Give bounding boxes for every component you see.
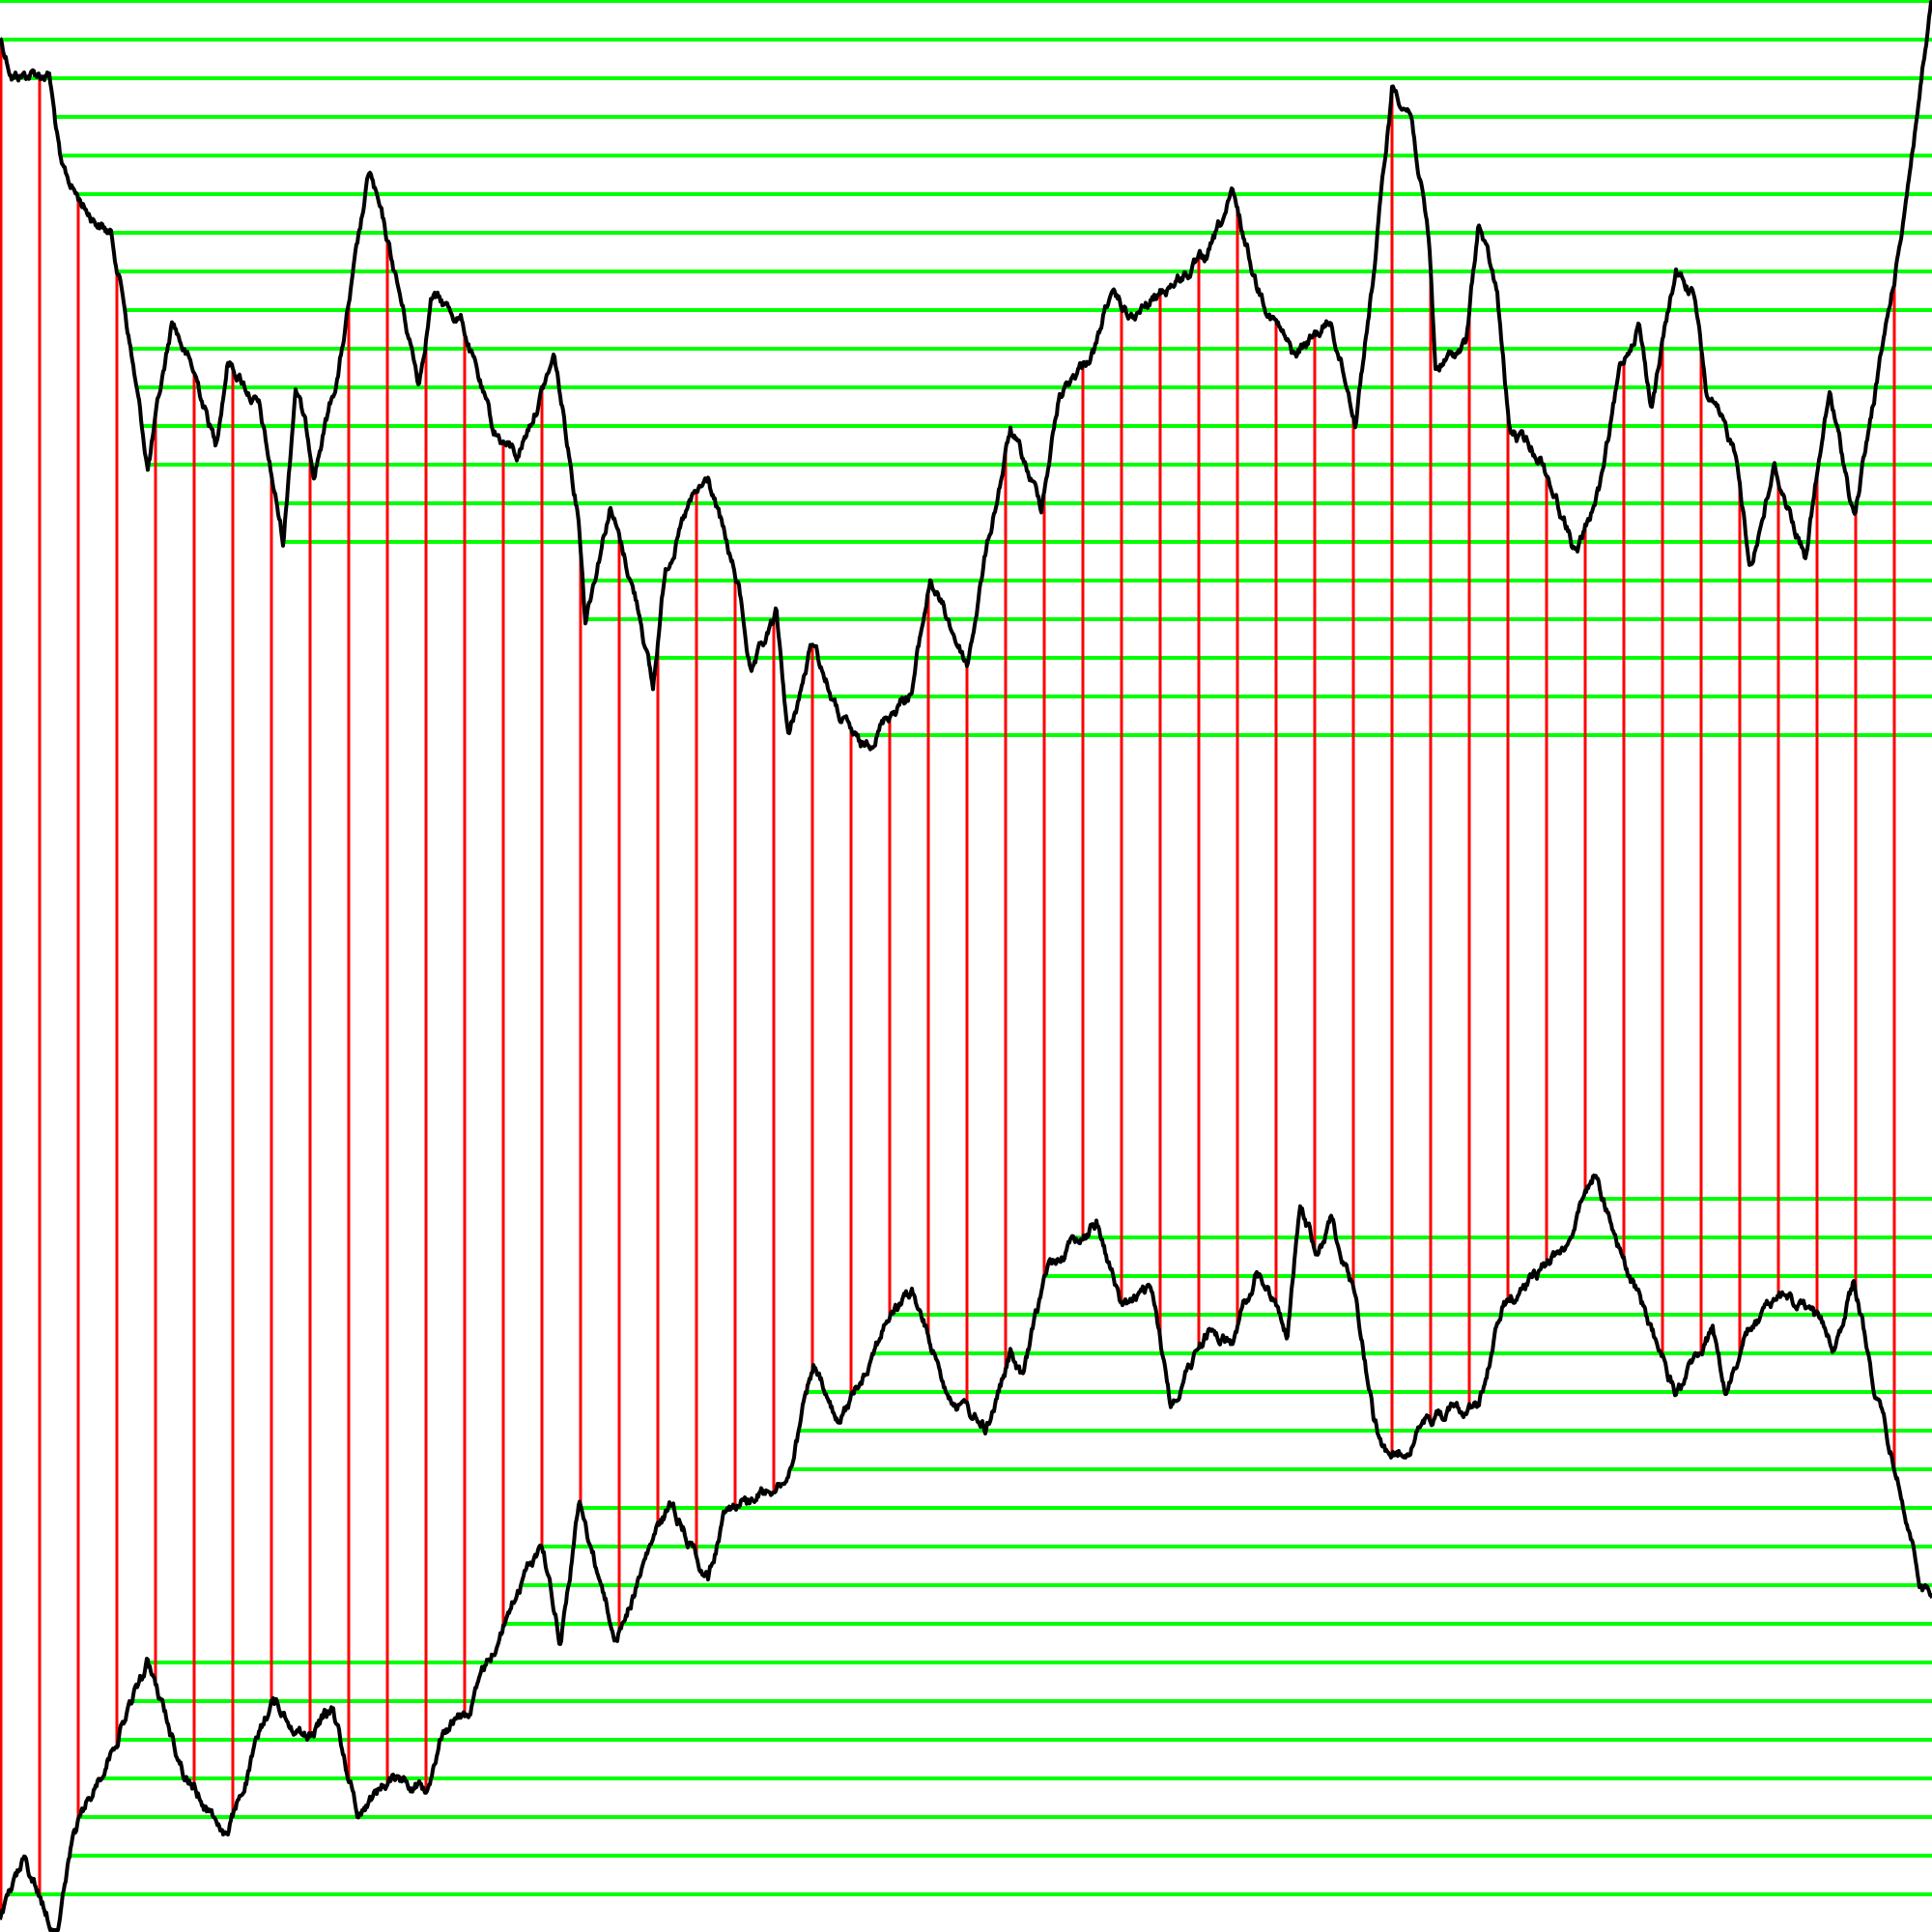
- lower-curve: [0, 1173, 1932, 1932]
- vertical-connectors: [0, 39, 1896, 1917]
- upper-curve: [0, 0, 1932, 752]
